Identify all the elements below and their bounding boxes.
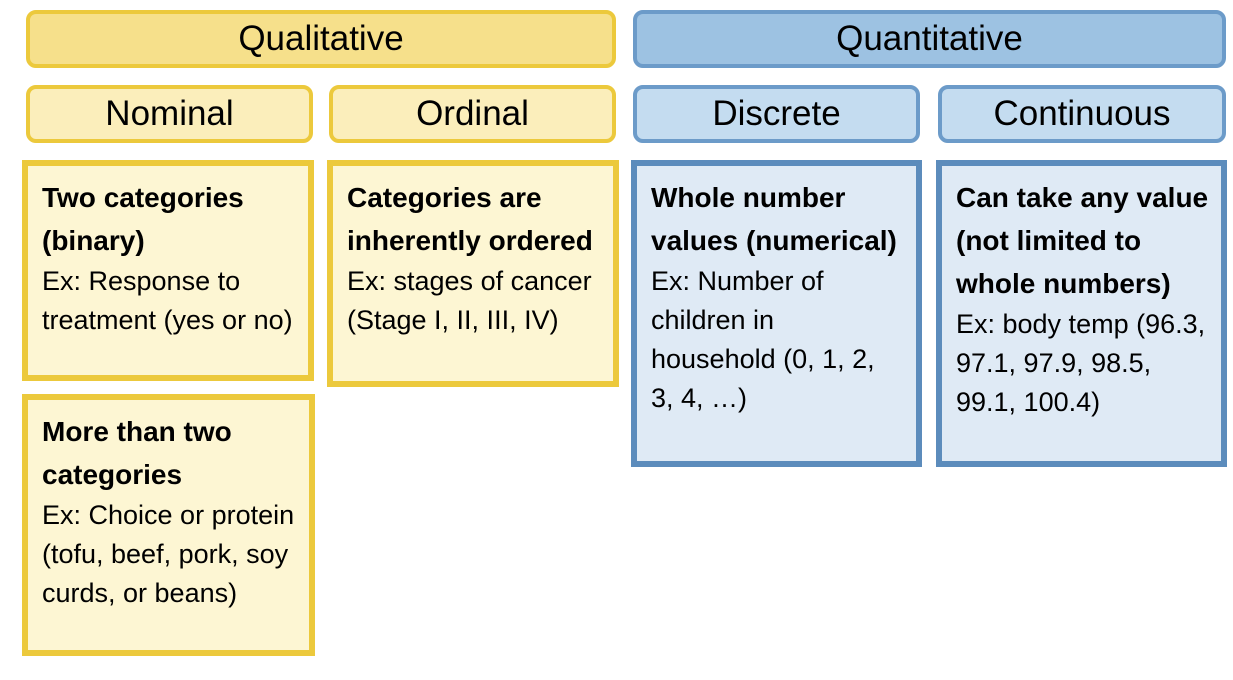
nominal-binary-card: Two categories (binary) Ex: Response to … xyxy=(22,160,314,381)
ordinal-card: Categories are inherently ordered Ex: st… xyxy=(327,160,619,387)
nominal-multi-heading: More than two categories xyxy=(42,416,232,490)
continuous-heading: Can take any value (not limited to whole… xyxy=(956,182,1209,299)
discrete-label: Discrete xyxy=(712,94,841,133)
ordinal-heading: Categories are inherently ordered xyxy=(347,182,593,256)
discrete-heading: Whole number values (numerical) xyxy=(651,182,897,256)
continuous-header: Continuous xyxy=(938,85,1226,143)
continuous-example: Ex: body temp (96.3, 97.1, 97.9, 98.5, 9… xyxy=(956,309,1206,417)
nominal-binary-heading: Two categories (binary) xyxy=(42,182,244,256)
discrete-header: Discrete xyxy=(633,85,920,143)
qualitative-label: Qualitative xyxy=(238,19,404,58)
ordinal-example: Ex: stages of cancer (Stage I, II, III, … xyxy=(347,266,592,335)
continuous-card: Can take any value (not limited to whole… xyxy=(936,160,1227,467)
nominal-multi-card: More than two categories Ex: Choice or p… xyxy=(22,394,315,656)
ordinal-label: Ordinal xyxy=(416,94,529,133)
qualitative-header: Qualitative xyxy=(26,10,616,68)
continuous-label: Continuous xyxy=(993,94,1171,133)
nominal-binary-example: Ex: Response to treatment (yes or no) xyxy=(42,266,293,335)
discrete-card: Whole number values (numerical) Ex: Numb… xyxy=(631,160,922,467)
nominal-header: Nominal xyxy=(26,85,313,143)
nominal-label: Nominal xyxy=(105,94,234,133)
discrete-example: Ex: Number of children in household (0, … xyxy=(651,266,875,413)
quantitative-label: Quantitative xyxy=(836,19,1023,58)
quantitative-header: Quantitative xyxy=(633,10,1226,68)
nominal-multi-example: Ex: Choice or protein (tofu, beef, pork,… xyxy=(42,500,295,608)
ordinal-header: Ordinal xyxy=(329,85,616,143)
